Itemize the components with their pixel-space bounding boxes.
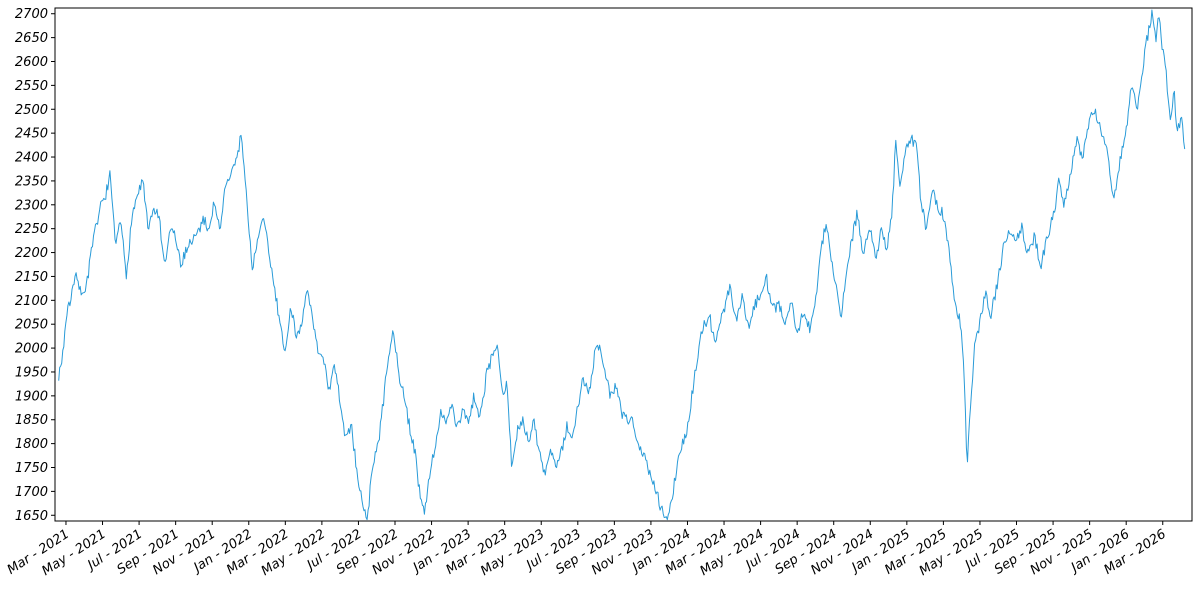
y-tick-label: 1950	[15, 365, 48, 380]
y-tick-label: 2200	[15, 246, 48, 261]
y-tick-label: 2500	[15, 103, 48, 118]
y-tick-label: 2600	[15, 55, 48, 70]
y-tick-label: 2250	[15, 222, 48, 237]
y-tick-label: 1800	[15, 437, 48, 452]
y-tick-label: 2050	[15, 318, 48, 333]
y-tick-label: 1750	[15, 461, 48, 476]
y-tick-label: 2100	[15, 294, 48, 309]
y-tick-label: 2300	[15, 198, 48, 213]
y-tick-label: 2150	[15, 270, 48, 285]
price-series-line	[58, 9, 1186, 521]
y-tick-label: 2550	[15, 79, 48, 94]
y-tick-label: 2350	[15, 174, 48, 189]
y-tick-label: 2650	[15, 31, 48, 46]
y-tick-label: 2700	[15, 7, 48, 22]
y-tick-label: 2450	[15, 127, 48, 142]
y-tick-label: 1700	[15, 485, 48, 500]
y-tick-label: 1900	[15, 389, 48, 404]
y-tick-label: 2400	[15, 151, 48, 166]
y-tick-label: 1650	[15, 509, 48, 524]
y-tick-label: 1850	[15, 413, 48, 428]
y-tick-label: 2000	[15, 342, 48, 357]
plot-frame	[54, 7, 1193, 522]
